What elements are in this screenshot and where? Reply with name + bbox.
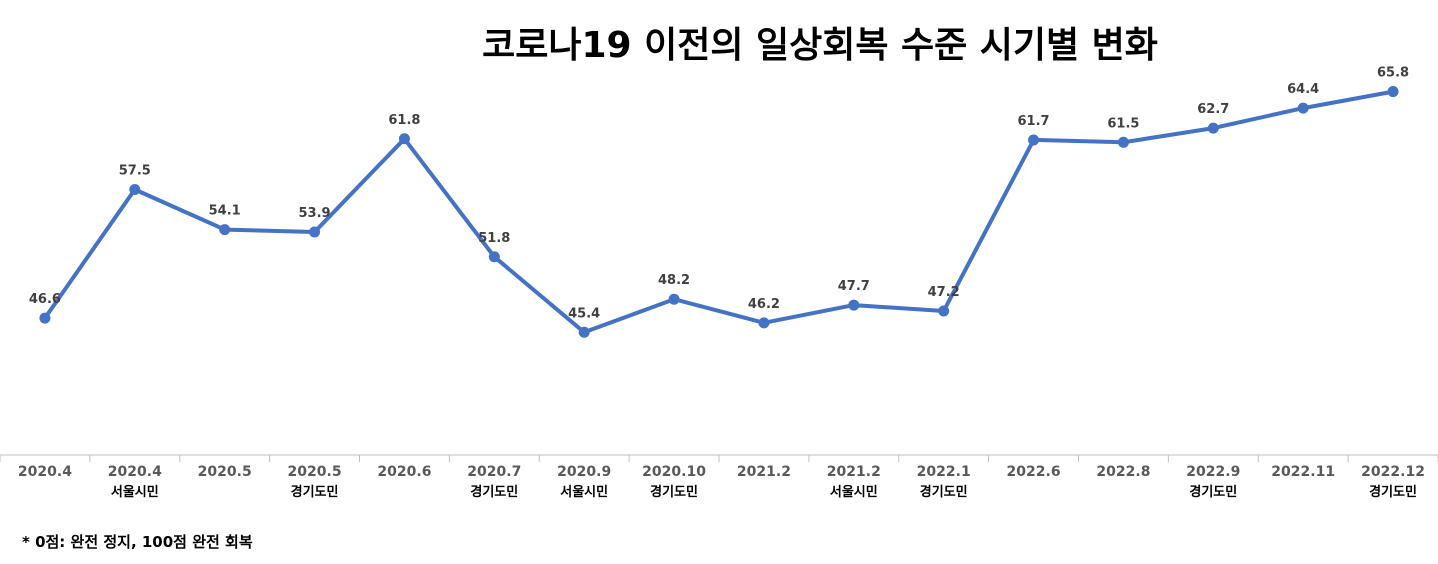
- x-tick-sublabel: 경기도민: [650, 484, 698, 500]
- data-point: [1387, 86, 1399, 98]
- data-point: [668, 293, 680, 305]
- data-point: [309, 226, 321, 238]
- data-label: 51.8: [478, 231, 510, 246]
- chart-title: 코로나19 이전의 일상회복 수준 시기별 변화: [482, 25, 1158, 66]
- x-tick-label: 2021.2: [737, 464, 791, 480]
- x-tick-label: 2020.5: [198, 464, 252, 480]
- data-point: [578, 326, 590, 338]
- data-point: [398, 133, 410, 145]
- data-point: [848, 299, 860, 311]
- data-point: [219, 224, 231, 236]
- data-label: 61.8: [388, 113, 420, 128]
- x-tick-sublabel: 경기도민: [291, 484, 339, 500]
- x-tick-label: 2022.9: [1186, 464, 1240, 480]
- x-tick-label: 2022.12: [1361, 464, 1425, 480]
- data-point: [1207, 122, 1219, 134]
- data-point: [488, 251, 500, 263]
- data-point: [39, 312, 51, 324]
- data-point: [1117, 136, 1129, 148]
- footnote: * 0점: 완전 정지, 100점 완전 회복: [22, 533, 253, 551]
- data-label: 54.1: [209, 204, 241, 219]
- data-point: [758, 317, 770, 329]
- x-tick-label: 2022.11: [1271, 464, 1335, 480]
- data-point: [129, 184, 141, 195]
- x-tick-sublabel: 경기도민: [920, 484, 968, 500]
- x-tick-label: 2022.8: [1096, 464, 1150, 480]
- data-label: 53.9: [299, 206, 331, 221]
- series-line: [42, 89, 1396, 335]
- x-tick-label: 2022.1: [917, 464, 971, 480]
- data-label: 47.7: [838, 279, 870, 294]
- data-point: [1297, 102, 1309, 114]
- x-tick-sublabel: 경기도민: [470, 484, 518, 500]
- x-tick-label: 2020.10: [642, 464, 706, 480]
- data-point: [1028, 134, 1040, 146]
- line-chart: 코로나19 이전의 일상회복 수준 시기별 변화 2020.4 2020.4 서울시…: [0, 25, 1438, 500]
- data-label: 46.2: [748, 297, 780, 312]
- data-point: [938, 305, 950, 317]
- x-tick-label: 2022.6: [1007, 464, 1061, 480]
- x-tick-label: 2020.9: [557, 464, 611, 480]
- x-tick-sublabel: 서울시민: [560, 484, 608, 500]
- data-label: 62.7: [1197, 102, 1229, 117]
- x-tick-sublabel: 서울시민: [111, 484, 159, 500]
- x-tick-sublabel: 경기도민: [1189, 484, 1237, 500]
- data-label: 57.5: [119, 164, 151, 179]
- x-tick-label: 2020.7: [467, 464, 521, 480]
- data-label: 64.4: [1287, 82, 1319, 97]
- x-tick-label: 2020.5: [288, 464, 342, 480]
- data-label: 61.5: [1107, 116, 1139, 131]
- data-label: 61.7: [1018, 114, 1050, 129]
- data-label: 45.4: [568, 306, 600, 321]
- data-label: 65.8: [1377, 66, 1409, 81]
- data-label: 46.6: [29, 292, 61, 307]
- data-label: 48.2: [658, 273, 690, 288]
- x-tick-label: 2021.2: [827, 464, 881, 480]
- x-tick-sublabel: 경기도민: [1369, 484, 1417, 500]
- data-label: 47.2: [928, 285, 960, 300]
- x-tick-label: 2020.6: [377, 464, 431, 480]
- x-tick-label: 2020.4: [18, 464, 72, 480]
- x-tick-label: 2020.4: [108, 464, 162, 480]
- x-tick-sublabel: 서울시민: [830, 484, 878, 500]
